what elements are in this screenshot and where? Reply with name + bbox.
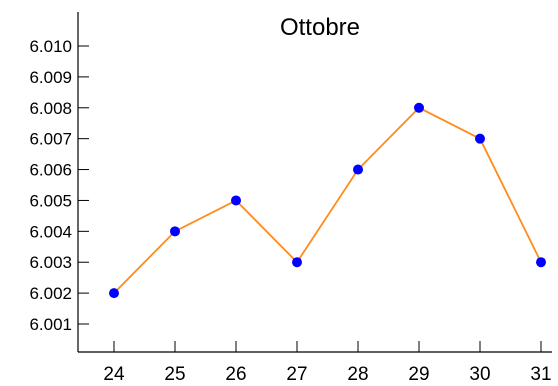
y-tick-label: 6.004 (29, 222, 72, 241)
data-point (292, 257, 302, 268)
x-tick-label: 29 (408, 364, 429, 385)
y-tick-label: 6.001 (29, 315, 72, 334)
y-tick-label: 6.007 (29, 130, 72, 149)
x-tick-label: 31 (530, 364, 551, 385)
data-point (170, 226, 180, 237)
axes (77, 12, 552, 353)
x-tick-label: 30 (469, 364, 490, 385)
y-tick-label: 6.010 (29, 37, 72, 56)
x-tick-label: 27 (286, 364, 307, 385)
data-point (231, 195, 241, 206)
x-tick-label: 25 (164, 364, 185, 385)
x-tick-label: 28 (347, 364, 368, 385)
tick-group: 6.010 6.009 6.008 6.007 6.006 6.005 6.004 6.003… (29, 37, 551, 385)
y-tick-label: 6.006 (29, 161, 72, 180)
series-group (109, 102, 546, 299)
y-tick-label: 6.002 (29, 284, 72, 303)
data-point (109, 288, 119, 299)
series-line (113, 106, 542, 294)
data-point (475, 133, 485, 144)
data-point (353, 164, 363, 175)
chart-title: Ottobre (280, 14, 360, 41)
y-tick-label: 6.003 (29, 253, 72, 272)
data-point (536, 257, 546, 268)
y-tick-label: 6.008 (29, 99, 72, 118)
y-tick-label: 6.009 (29, 68, 72, 87)
x-tick-label: 26 (225, 364, 246, 385)
x-tick-label: 24 (103, 364, 125, 385)
data-point (414, 102, 424, 113)
y-tick-label: 6.005 (29, 191, 72, 210)
